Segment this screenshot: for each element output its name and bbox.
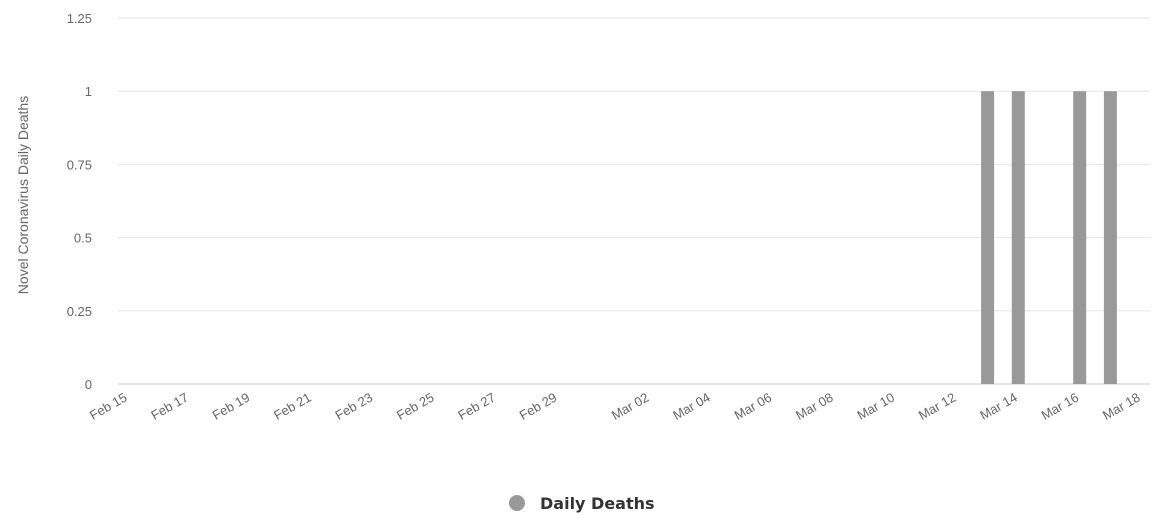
x-tick-label: Mar 10 — [854, 390, 897, 423]
y-tick-label: 0.25 — [67, 304, 92, 319]
x-tick-label: Mar 04 — [670, 390, 713, 423]
y-axis-ticks: 0 0.25 0.5 0.75 1 1.25 — [67, 11, 92, 392]
x-tick-label: Mar 02 — [609, 390, 652, 423]
x-tick-label: Feb 27 — [455, 390, 498, 423]
y-axis-label: Novel Coronavirus Daily Deaths — [15, 96, 31, 294]
x-tick-label: Mar 12 — [916, 390, 959, 423]
legend-label: Daily Deaths — [540, 494, 655, 513]
x-tick-label: Mar 18 — [1100, 390, 1143, 423]
x-tick-label: Mar 14 — [977, 390, 1020, 423]
y-tick-label: 1.25 — [67, 11, 92, 26]
y-tick-label: 0.75 — [67, 157, 92, 172]
x-tick-label: Mar 16 — [1039, 390, 1082, 423]
x-tick-label: Feb 29 — [517, 390, 560, 423]
gridlines — [118, 17, 1150, 385]
x-tick-label: Feb 21 — [271, 390, 314, 423]
x-tick-label: Feb 23 — [333, 390, 376, 423]
x-tick-label: Feb 25 — [394, 390, 437, 423]
x-tick-label: Mar 06 — [732, 390, 775, 423]
bar[interactable] — [1011, 91, 1025, 384]
x-tick-label: Feb 15 — [87, 390, 130, 423]
x-tick-label: Feb 19 — [210, 390, 253, 423]
legend[interactable]: Daily Deaths — [509, 494, 655, 513]
y-tick-label: 0 — [85, 377, 92, 392]
bar[interactable] — [981, 91, 995, 384]
x-tick-label: Feb 17 — [148, 390, 191, 423]
bars — [981, 91, 1117, 384]
y-tick-label: 0.5 — [74, 231, 92, 246]
bar[interactable] — [1103, 91, 1117, 384]
legend-marker — [509, 495, 525, 511]
y-tick-label: 1 — [85, 84, 92, 99]
x-tick-label: Mar 08 — [793, 390, 836, 423]
bar[interactable] — [1073, 91, 1087, 384]
x-axis-ticks: Feb 15 Feb 17 Feb 19 Feb 21 Feb 23 Feb 25 Feb … — [87, 390, 1143, 423]
